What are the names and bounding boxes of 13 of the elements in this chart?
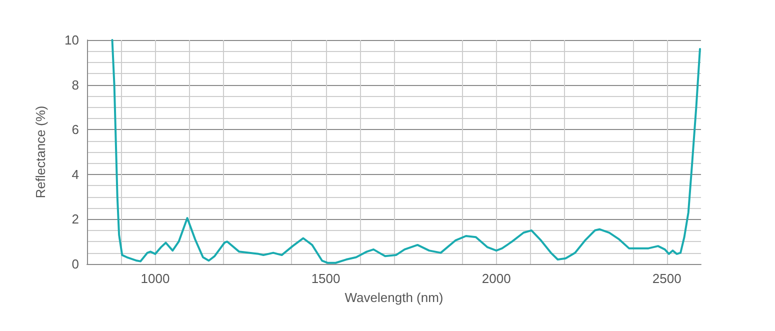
y-tick-label: 6 <box>72 122 79 138</box>
y-axis-title: Reflectance (%) <box>33 106 48 198</box>
y-tick-label: 10 <box>64 32 79 48</box>
x-tick-label: 2500 <box>652 271 682 286</box>
y-tick-label: 2 <box>72 212 79 227</box>
x-tick-label: 1500 <box>311 271 340 286</box>
x-tick-label: 2000 <box>482 271 511 286</box>
x-axis-title: Wavelength (nm) <box>344 290 444 305</box>
y-tick-label: 8 <box>72 77 79 92</box>
x-tick-label: 1000 <box>140 271 170 286</box>
y-tick-label: 0 <box>72 256 79 272</box>
line-series <box>111 39 701 264</box>
y-tick-label: 4 <box>72 166 79 182</box>
